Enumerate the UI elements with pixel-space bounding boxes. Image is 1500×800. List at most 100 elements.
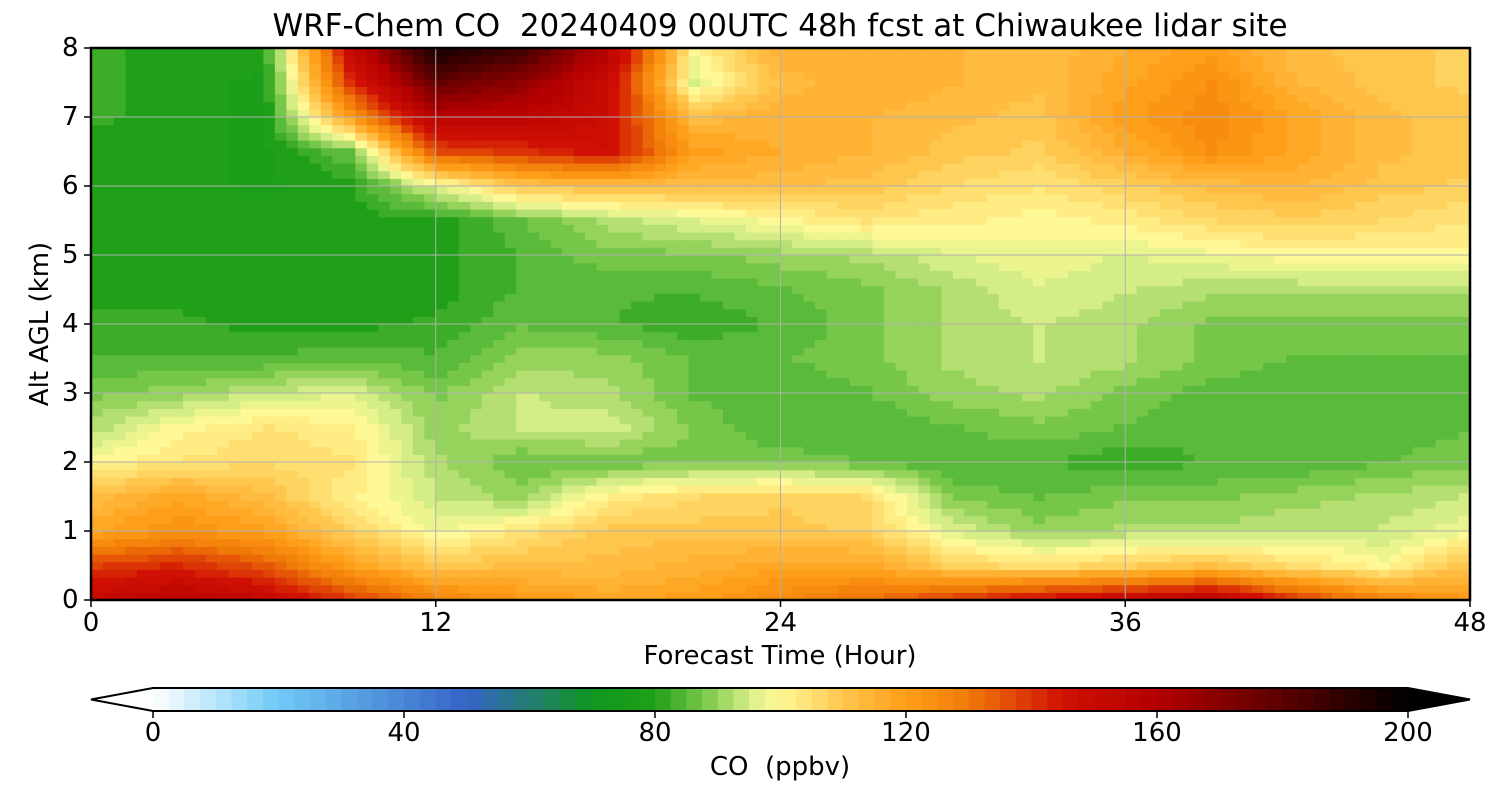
co-contour-cell [263, 377, 276, 386]
co-contour-cell [1309, 554, 1322, 563]
co-contour-cell [389, 569, 402, 578]
co-contour-cell [585, 492, 598, 501]
co-contour-cell [332, 515, 345, 524]
co-contour-cell [1274, 577, 1287, 586]
co-contour-cell [286, 454, 299, 463]
co-contour-cell [240, 331, 253, 340]
co-contour-cell [860, 446, 874, 455]
co-contour-cell [918, 400, 931, 409]
co-contour-cell [320, 308, 333, 317]
co-contour-cell [447, 339, 460, 348]
co-contour-cell [1240, 293, 1253, 302]
co-contour-cell [91, 301, 104, 310]
co-contour-cell [642, 439, 655, 448]
co-contour-cell [791, 347, 805, 356]
co-contour-cell [1044, 469, 1057, 478]
co-contour-cell [723, 546, 736, 555]
co-contour-cell [550, 331, 563, 340]
co-contour-cell [458, 492, 471, 501]
co-contour-cell [1332, 362, 1345, 371]
co-contour-cell [1217, 531, 1230, 540]
co-contour-cell [1458, 469, 1471, 478]
co-contour-cell [573, 377, 586, 386]
co-contour-cell [1148, 554, 1161, 563]
co-contour-cell [1159, 485, 1172, 494]
co-contour-cell [746, 577, 759, 586]
co-contour-cell [1067, 500, 1080, 509]
co-contour-cell [113, 446, 127, 455]
co-contour-cell [366, 324, 379, 333]
co-contour-cell [539, 408, 552, 417]
co-contour-cell [1113, 400, 1126, 409]
co-contour-cell [677, 347, 690, 356]
co-contour-cell [125, 500, 138, 509]
co-contour-cell [113, 416, 127, 425]
co-contour-cell [860, 408, 874, 417]
co-contour-cell [182, 561, 196, 570]
co-contour-cell [355, 538, 368, 547]
co-contour-cell [619, 446, 632, 455]
co-contour-cell [906, 393, 919, 402]
co-contour-cell [389, 308, 402, 317]
co-contour-cell [113, 500, 127, 509]
co-contour-cell [550, 293, 563, 302]
co-contour-cell [125, 439, 138, 448]
co-contour-cell [378, 354, 391, 363]
co-contour-cell [516, 477, 529, 486]
co-contour-cell [343, 400, 356, 409]
co-contour-cell [412, 446, 425, 455]
co-contour-cell [378, 477, 391, 486]
co-contour-cell [723, 515, 736, 524]
co-contour-cell [102, 454, 115, 463]
co-contour-cell [585, 500, 598, 509]
co-contour-cell [1159, 370, 1172, 379]
co-contour-cell [803, 577, 816, 586]
co-contour-cell [194, 278, 207, 287]
co-contour-cell [780, 538, 793, 547]
co-contour-cell [148, 431, 161, 440]
co-contour-cell [228, 569, 241, 578]
co-contour-cell [1171, 485, 1184, 494]
co-contour-cell [883, 584, 897, 593]
co-contour-cell [723, 408, 736, 417]
co-contour-cell [309, 523, 322, 532]
co-contour-cell [791, 584, 805, 593]
co-contour-cell [895, 347, 908, 356]
co-contour-cell [585, 561, 598, 570]
co-contour-cell [343, 431, 356, 440]
co-contour-cell [941, 592, 954, 601]
co-contour-cell [1424, 362, 1437, 371]
co-contour-cell [493, 492, 506, 501]
co-contour-cell [136, 538, 150, 547]
co-contour-cell [872, 278, 885, 287]
co-contour-cell [470, 569, 483, 578]
co-contour-cell [355, 569, 368, 578]
co-contour-cell [113, 423, 127, 432]
co-contour-cell [286, 431, 299, 440]
co-contour-cell [665, 339, 678, 348]
co-contour-cell [1159, 554, 1172, 563]
co-contour-cell [539, 393, 552, 402]
co-contour-cell [906, 324, 919, 333]
co-contour-cell [113, 347, 127, 356]
co-contour-cell [1251, 301, 1264, 310]
co-contour-cell [343, 316, 356, 325]
co-contour-cell [1343, 400, 1356, 409]
co-contour-cell [1228, 439, 1241, 448]
co-contour-cell [1217, 492, 1230, 501]
co-contour-cell [1159, 462, 1172, 471]
co-contour-cell [1010, 492, 1023, 501]
co-contour-cell [642, 416, 655, 425]
co-contour-cell [987, 538, 1000, 547]
co-contour-cell [263, 592, 276, 601]
co-contour-cell [1320, 561, 1333, 570]
co-contour-cell [1194, 454, 1207, 463]
co-contour-cell [1263, 370, 1276, 379]
co-contour-cell [918, 561, 931, 570]
co-contour-cell [608, 347, 621, 356]
co-contour-cell [849, 370, 862, 379]
co-contour-cell [1320, 354, 1333, 363]
co-contour-cell [274, 500, 287, 509]
co-contour-cell [1332, 393, 1345, 402]
co-contour-cell [1033, 316, 1046, 325]
